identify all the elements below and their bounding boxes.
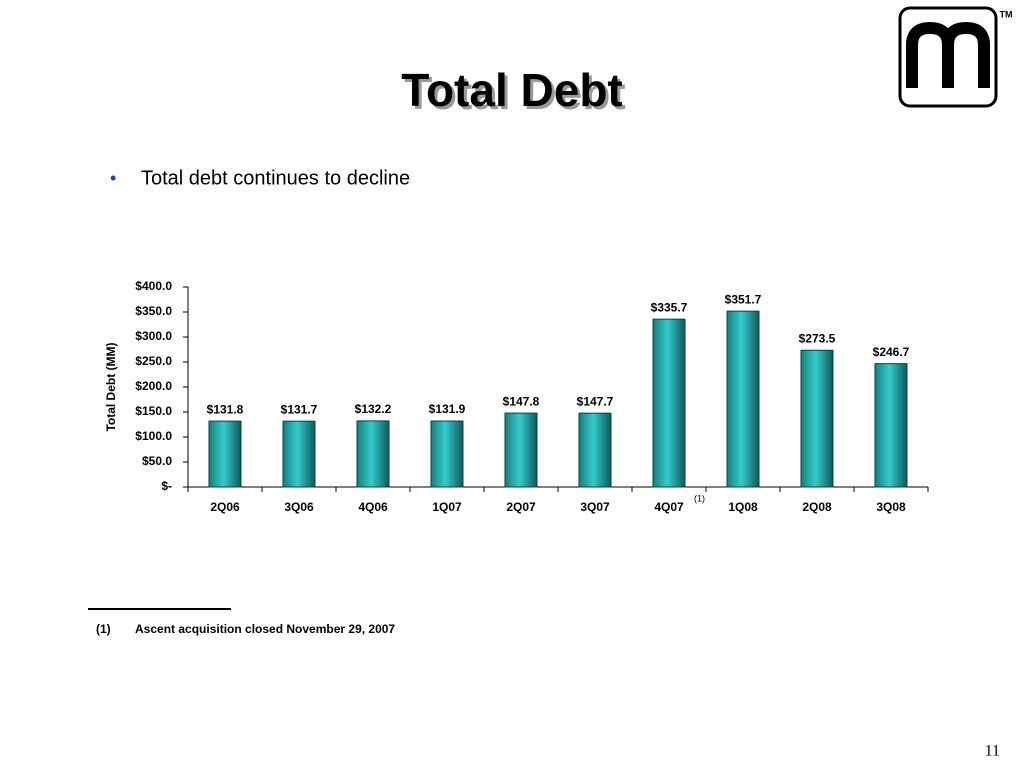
category-note: (1) [694,493,705,503]
x-tick-label: 3Q06 [284,500,314,514]
bar [652,318,686,488]
y-tick-label: $400.0 [135,279,172,293]
y-tick-label: $- [161,479,172,493]
x-tick-label: 2Q07 [506,500,536,514]
value-label: $131.9 [429,402,466,416]
bar [430,420,464,488]
y-tick-label: $50.0 [142,454,172,468]
y-tick-label: $100.0 [135,429,172,443]
x-tick-label: 3Q08 [876,500,906,514]
trademark: TM [1000,9,1013,19]
title-shadow: Total Debt [404,67,625,119]
bar [800,349,834,488]
value-label: $147.7 [577,394,614,408]
slide-title: Total Debt [401,64,622,116]
value-label: $147.8 [503,394,540,408]
bar [726,310,760,488]
y-tick-label: $200.0 [135,379,172,393]
y-axis-label: Total Debt (MM) [104,342,118,431]
x-tick-label: 1Q08 [728,500,758,514]
value-label: $132.2 [355,402,392,416]
page-number: 11 [985,743,1000,760]
x-tick-label: 4Q07 [654,500,684,514]
value-label: $131.7 [281,402,318,416]
value-label: $131.8 [207,402,244,416]
y-tick-label: $300.0 [135,329,172,343]
y-tick-label: $250.0 [135,354,172,368]
y-tick-label: $350.0 [135,304,172,318]
bar [282,420,316,488]
bullet: Total debt continues to decline [141,167,410,189]
footnote-marker: (1) [96,622,111,636]
bar [356,420,390,488]
bullet-dot: • [110,168,116,188]
x-tick-label: 1Q07 [432,500,462,514]
bar [874,363,908,488]
x-tick-label: 4Q06 [358,500,388,514]
value-label: $273.5 [799,331,836,345]
value-label: $246.7 [873,345,910,359]
x-tick-label: 2Q06 [210,500,240,514]
value-label: $351.7 [725,292,762,306]
value-label: $335.7 [651,300,688,314]
bar [578,412,612,488]
bar [208,420,242,488]
bar [504,412,538,488]
y-tick-label: $150.0 [135,404,172,418]
x-tick-label: 3Q07 [580,500,610,514]
logo: TM [898,6,1013,108]
x-tick-label: 2Q08 [802,500,832,514]
footnote: Ascent acquisition closed November 29, 2… [135,622,395,636]
